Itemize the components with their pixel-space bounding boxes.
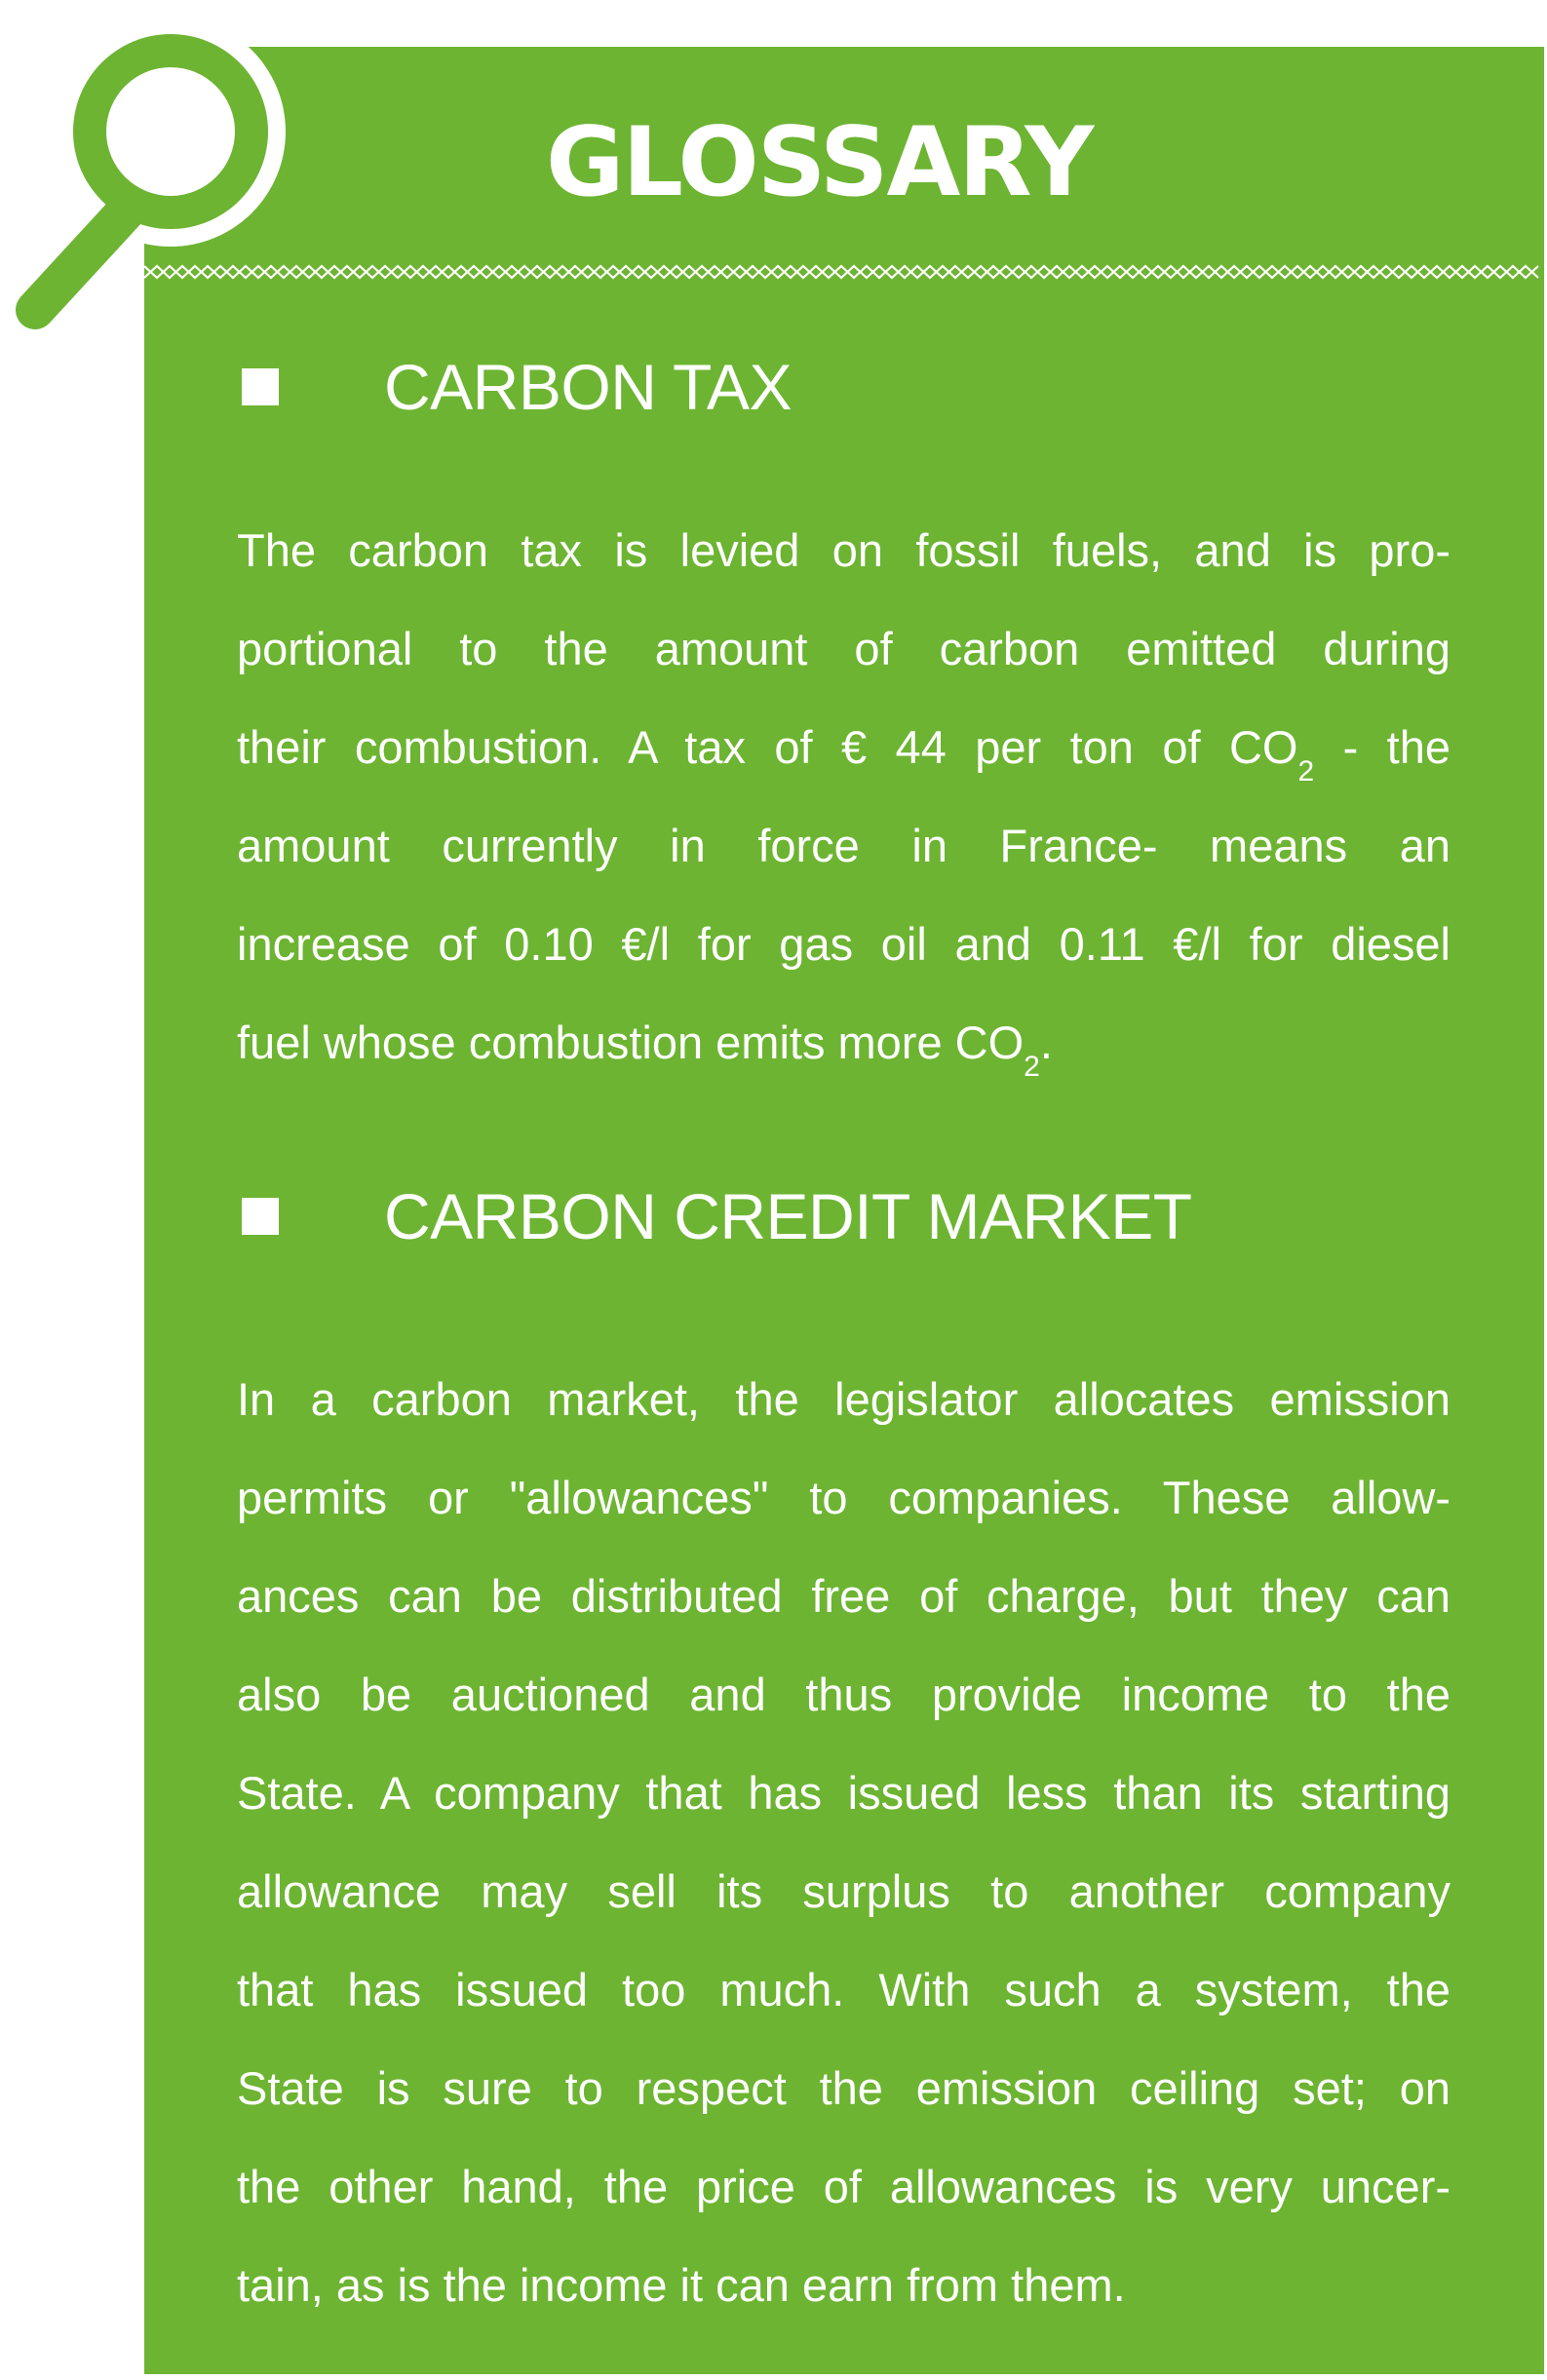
page-title: GLOSSARY xyxy=(546,107,1094,218)
magnifying-glass-icon xyxy=(3,17,286,342)
line-text: their combustion. A tax of € 44 per ton … xyxy=(237,721,1298,773)
paragraph-line: tain, as is the income it can earn from … xyxy=(237,2259,1126,2311)
paragraph-line: the other hand, the price of allowances … xyxy=(237,2161,1450,2212)
paragraph-line: ances can be distributed free of charge,… xyxy=(237,1570,1450,1622)
paragraph-line: State is sure to respect the emission ce… xyxy=(237,2062,1450,2114)
carbon-credit-market-paragraph: In a carbon market, the legislator alloc… xyxy=(237,1350,1450,2334)
paragraph-line: portional to the amount of carbon emitte… xyxy=(237,623,1450,674)
line-text: fuel whose combustion emits more CO xyxy=(237,1017,1025,1068)
section-title: CARBON TAX xyxy=(384,351,792,423)
paragraph-line: that has issued too much. With such a sy… xyxy=(237,1964,1450,2015)
subscript: 2 xyxy=(1024,1051,1040,1083)
paragraph-line: also be auctioned and thus provide incom… xyxy=(237,1669,1450,1720)
paragraph-line: allowance may sell its surplus to anothe… xyxy=(237,1865,1450,1917)
paragraph-line: increase of 0.10 €/l for gas oil and 0.1… xyxy=(237,918,1450,970)
glossary-panel xyxy=(144,47,1544,2374)
section-heading-carbon-credit-market: CARBON CREDIT MARKET xyxy=(242,1184,1192,1248)
line-text: - the xyxy=(1314,721,1450,773)
square-bullet-icon xyxy=(242,368,279,405)
paragraph-line: their combustion. A tax of € 44 per ton … xyxy=(237,698,1450,796)
line-text: . xyxy=(1039,1017,1053,1068)
section-heading-carbon-tax: CARBON TAX xyxy=(242,355,792,419)
paragraph-line: amount currently in force in France- mea… xyxy=(237,820,1450,871)
paragraph-line: The carbon tax is levied on fossil fuels… xyxy=(237,524,1450,576)
zigzag-divider xyxy=(144,264,1539,280)
paragraph-line: fuel whose combustion emits more CO2. xyxy=(237,993,1450,1092)
square-bullet-icon xyxy=(242,1198,279,1235)
carbon-tax-paragraph: The carbon tax is levied on fossil fuels… xyxy=(237,501,1450,1092)
subscript: 2 xyxy=(1297,755,1315,787)
paragraph-line: permits or "allowances" to companies. Th… xyxy=(237,1472,1450,1523)
paragraph-line: In a carbon market, the legislator alloc… xyxy=(237,1373,1450,1425)
paragraph-line: State. A company that has issued less th… xyxy=(237,1767,1450,1819)
section-title: CARBON CREDIT MARKET xyxy=(384,1180,1192,1252)
